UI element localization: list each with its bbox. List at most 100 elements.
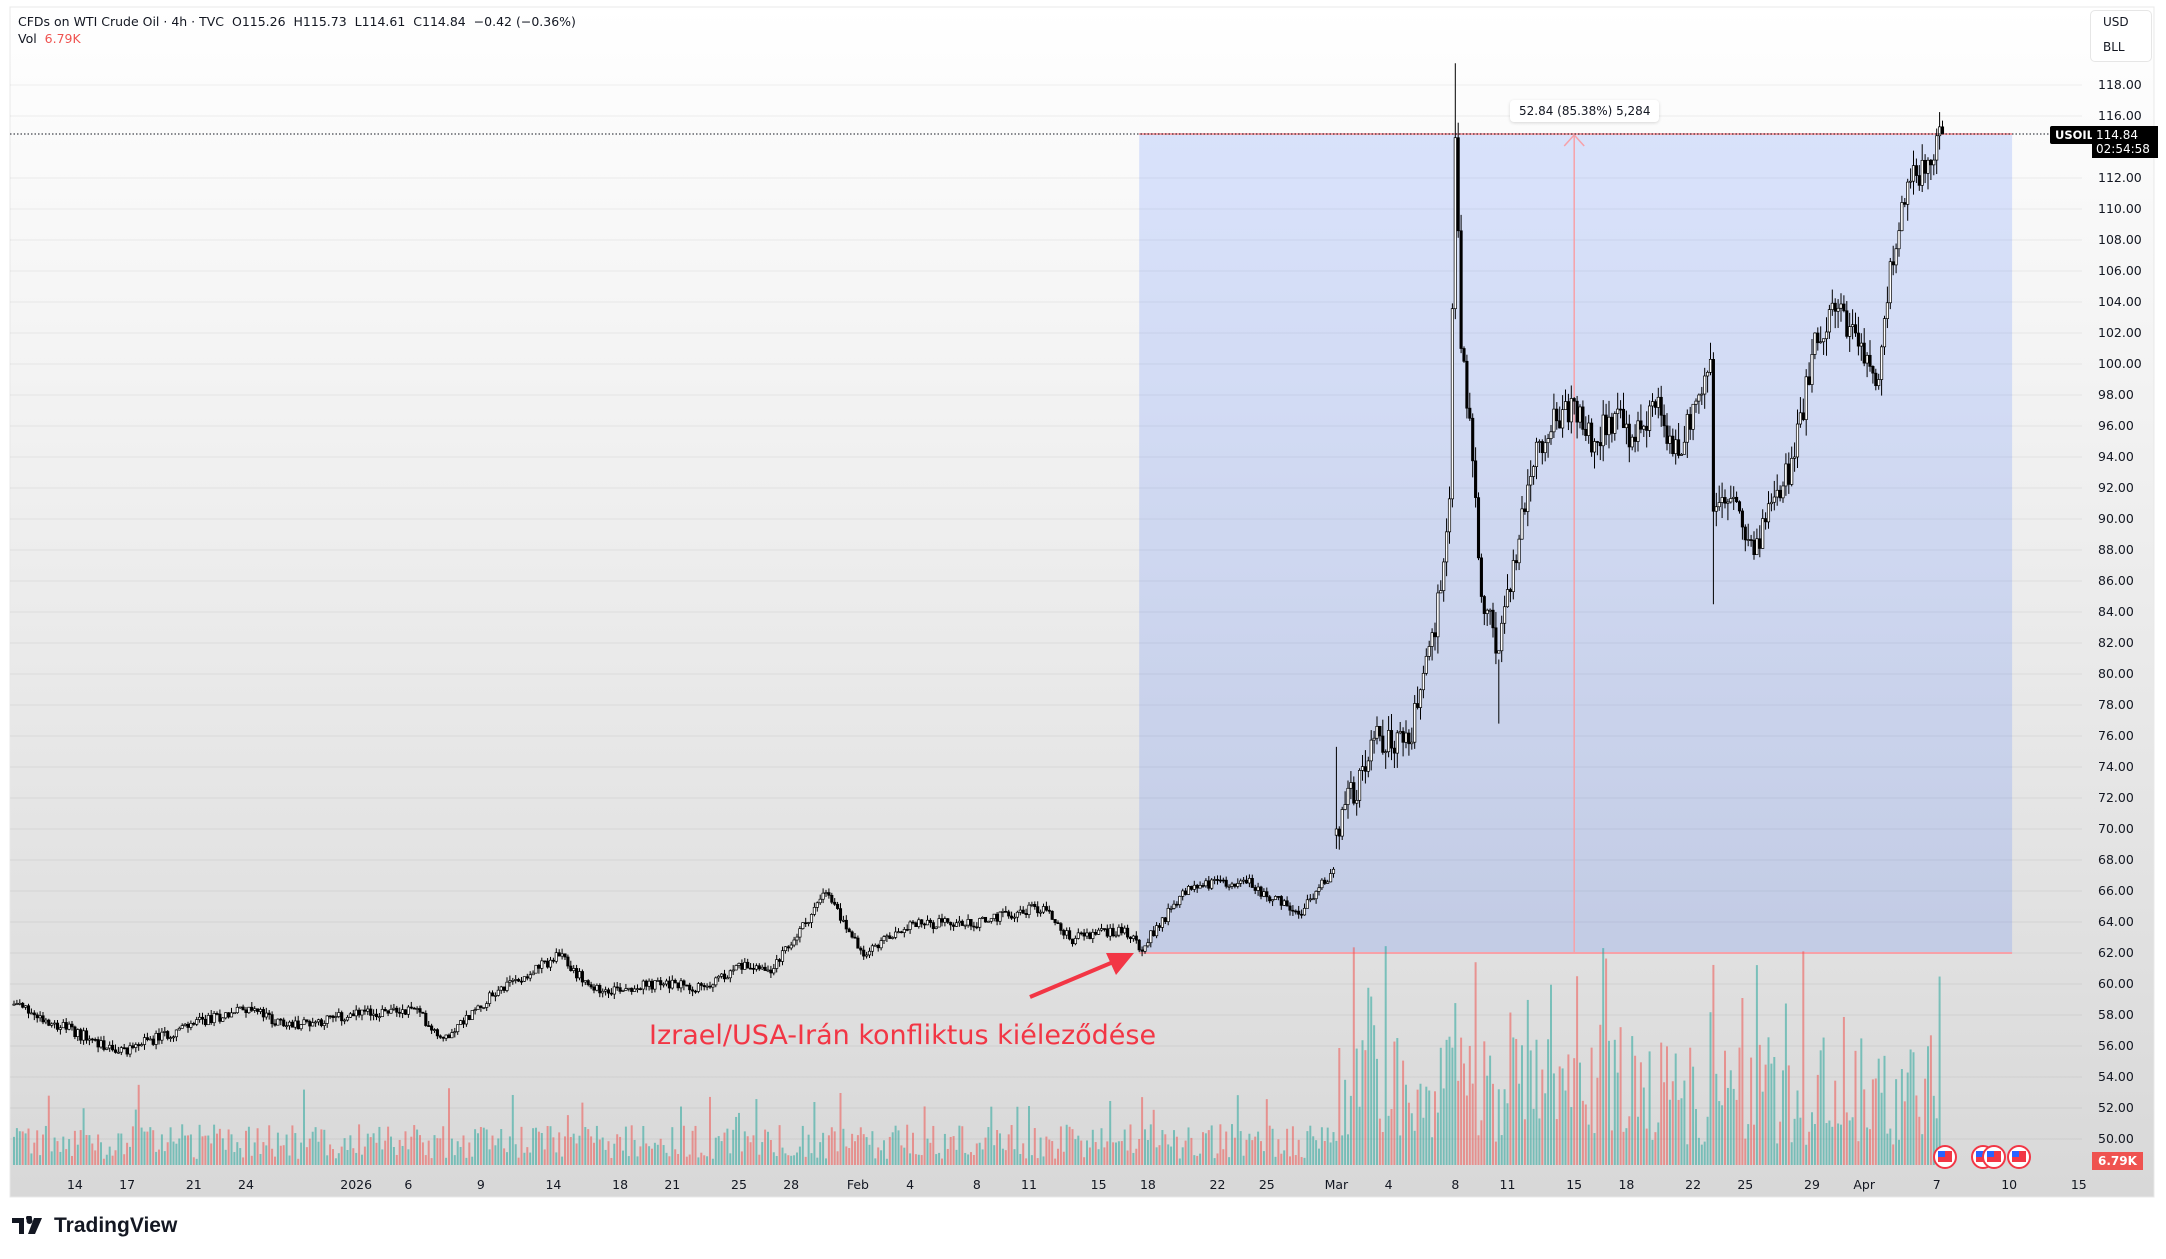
volume-bar [1416,1089,1419,1165]
volume-bar [123,1154,126,1165]
candle-body [551,959,555,962]
candle-body [1143,945,1147,952]
volume-bar [1312,1136,1315,1165]
volume-bar [114,1150,117,1165]
candle-body [870,945,874,952]
volume-bar [694,1125,697,1165]
volume-bar [1199,1153,1202,1165]
volume-bar [796,1152,798,1165]
volume-bar [653,1142,656,1165]
volume-label[interactable]: Vol [18,31,37,46]
candle-body [528,974,532,979]
volume-bar [317,1141,320,1165]
volume-bar [787,1155,790,1165]
currency-unit-selector[interactable]: USD BLL [2090,10,2152,62]
volume-bar [839,1093,842,1165]
candle-body [1633,436,1637,442]
volume-bar [874,1158,877,1165]
candle-body [708,985,712,988]
volume-bar [1155,1147,1158,1165]
chart-annotation[interactable]: Izrael/USA-Irán konfliktus kiéleződése [649,1020,1157,1051]
candle-body [691,989,695,992]
candle-body [1584,428,1588,436]
currency-label[interactable]: USD [2103,15,2129,29]
price-tick-label: 104.00 [2098,294,2142,309]
candle-body [169,1037,173,1039]
volume-bar [964,1152,967,1165]
candle-body [963,924,967,927]
volume-bar [184,1135,187,1165]
volume-bar [1561,1068,1564,1165]
volume-bar [827,1135,830,1165]
volume-bar [691,1130,694,1165]
candle-body [192,1023,196,1025]
volume-bar [749,1142,752,1165]
volume-bar [401,1145,404,1165]
candle-body [1053,919,1057,923]
volume-bar [1776,1143,1779,1165]
volume-bar [845,1146,848,1165]
candle-body [882,936,886,942]
candle-body [583,980,587,983]
candle-body [917,919,921,927]
candle-body [299,1024,303,1030]
volume-bar [1610,1130,1613,1165]
price-tick-label: 62.00 [2098,945,2134,960]
time-tick-label: 21 [664,1177,680,1192]
volume-bar [1703,1141,1706,1165]
candle-body [1337,828,1341,837]
volume-bar [421,1142,424,1165]
volume-bar [1138,1138,1141,1165]
volume-bar [82,1108,85,1165]
volume-bar [1880,1092,1883,1165]
volume-bar [1178,1158,1181,1165]
volume-bar [1642,1087,1645,1165]
volume-bar [1860,1038,1863,1165]
volume-bar [1793,1118,1796,1165]
candle-body [641,980,645,990]
volume-bar [236,1142,239,1165]
volume-bar [305,1147,308,1165]
candle-body [1717,502,1721,508]
candle-body [403,1009,408,1015]
candle-body [1877,379,1881,387]
volume-bar [743,1131,746,1165]
volume-bar [30,1153,33,1165]
tradingview-logo[interactable]: TradingView [12,1214,177,1238]
candle-body [221,1017,225,1022]
candle-body [1836,307,1840,312]
candle-body [1308,898,1312,901]
candle-body [850,931,854,938]
volume-bar [1512,1037,1515,1165]
candle-body [960,920,964,926]
candle-body [1723,497,1727,504]
volume-bar [1219,1124,1222,1165]
volume-bar [288,1155,291,1165]
volume-bar [1683,1080,1686,1165]
candle-body [601,990,605,994]
candle-body [1317,887,1321,892]
candle-body [696,983,700,992]
candle-body [1807,376,1811,385]
volume-bar [1587,1124,1590,1165]
unit-label[interactable]: BLL [2103,40,2125,54]
us-flag-canton [1938,1151,1945,1157]
candle-body [612,986,616,995]
candle-body [1940,126,1945,135]
candle-body [1688,414,1692,430]
candle-body [1010,915,1014,919]
volume-bar [781,1147,784,1165]
volume-bar [1013,1149,1016,1165]
candle-body [79,1029,83,1041]
time-tick-label: 8 [973,1177,981,1192]
candle-body [580,971,584,983]
volume-bar [1129,1124,1132,1165]
candle-body [1030,904,1034,906]
volume-bar [65,1149,68,1165]
volume-bar [949,1136,952,1165]
volume-bar [1576,976,1579,1165]
candle-body [1935,135,1939,161]
candle-body [1244,879,1249,884]
symbol-title[interactable]: CFDs on WTI Crude Oil · 4h · TVC [18,14,225,29]
